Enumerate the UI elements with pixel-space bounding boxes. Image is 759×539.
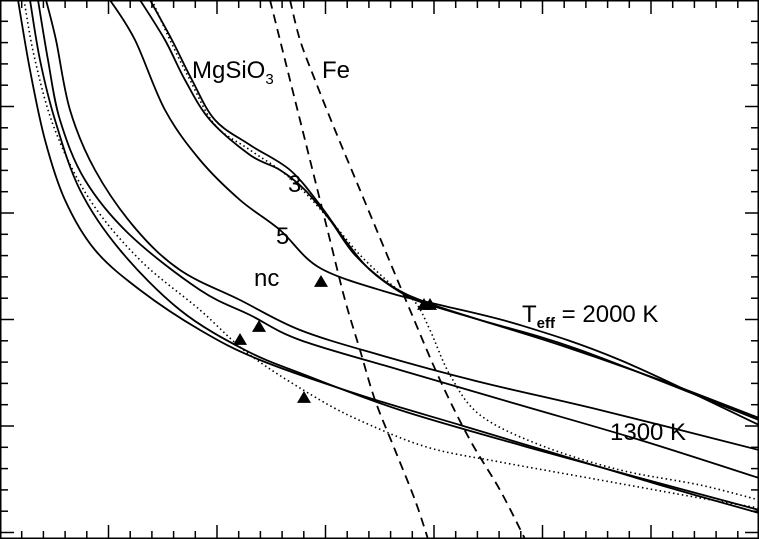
annotation-label-nc: nc [254,265,279,292]
annotation-t1300: 1300 K [610,419,686,446]
series-line-4 [29,0,759,511]
series-layer [17,0,759,539]
triangle-marker-3 [233,333,247,345]
series-line-5 [109,0,759,426]
series-line-10 [269,0,429,539]
markers-layer [233,275,437,403]
triangle-marker-2 [252,320,266,332]
annotation-mgsio3: MgSiO3 [192,57,274,88]
series-line-11 [289,0,526,539]
annotation-teff: Teff = 2000 K [522,301,658,332]
annotation-fe: Fe [322,57,350,84]
annotations-layer: MgSiO3 Fe 3 5 nc Teff = 2000 K 1300 K [192,57,686,446]
series-line-8 [151,0,759,501]
annotation-label-5: 5 [276,223,289,250]
triangle-marker-1 [314,275,328,287]
series-line-2 [37,0,759,479]
series-line-9 [23,0,759,509]
series-line-3 [45,0,759,451]
annotation-label-3: 3 [288,171,301,198]
triangle-marker-4 [297,391,311,403]
triangle-marker-6 [423,298,437,310]
series-line-7 [149,0,759,421]
